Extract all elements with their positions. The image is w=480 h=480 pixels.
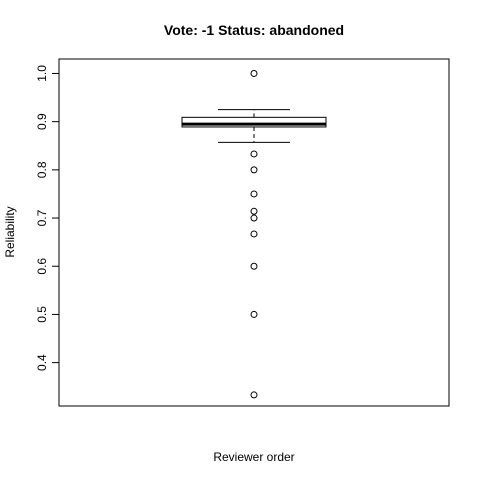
y-tick-label: 0.8 <box>35 161 49 178</box>
outlier-point <box>250 230 258 238</box>
x-axis-label: Reviewer order <box>213 450 294 464</box>
outlier-point <box>250 190 258 198</box>
outlier-point <box>250 391 258 399</box>
box-iqr <box>181 116 327 128</box>
outlier-point <box>250 262 258 270</box>
outlier-point <box>250 166 258 174</box>
outlier-point <box>250 150 258 158</box>
plot-frame <box>58 58 450 407</box>
box-group <box>181 109 327 143</box>
outlier-point <box>250 310 258 318</box>
outlier-group <box>250 69 258 399</box>
y-tick-label: 1.0 <box>35 65 49 82</box>
y-tick-label: 0.5 <box>35 306 49 323</box>
y-tick-label: 0.4 <box>35 354 49 371</box>
outlier-point <box>250 214 258 222</box>
y-tick-label: 0.6 <box>35 258 49 275</box>
chart-title: Vote: -1 Status: abandoned <box>164 22 344 38</box>
y-tick-label: 0.7 <box>35 209 49 226</box>
outlier-point <box>250 207 258 215</box>
y-axis: 0.4 0.5 0.6 0.7 0.8 0.9 1.0 <box>35 65 60 371</box>
y-tick-label: 0.9 <box>35 113 49 130</box>
outlier-point <box>250 69 258 77</box>
y-axis-label: Reliability <box>3 206 17 257</box>
